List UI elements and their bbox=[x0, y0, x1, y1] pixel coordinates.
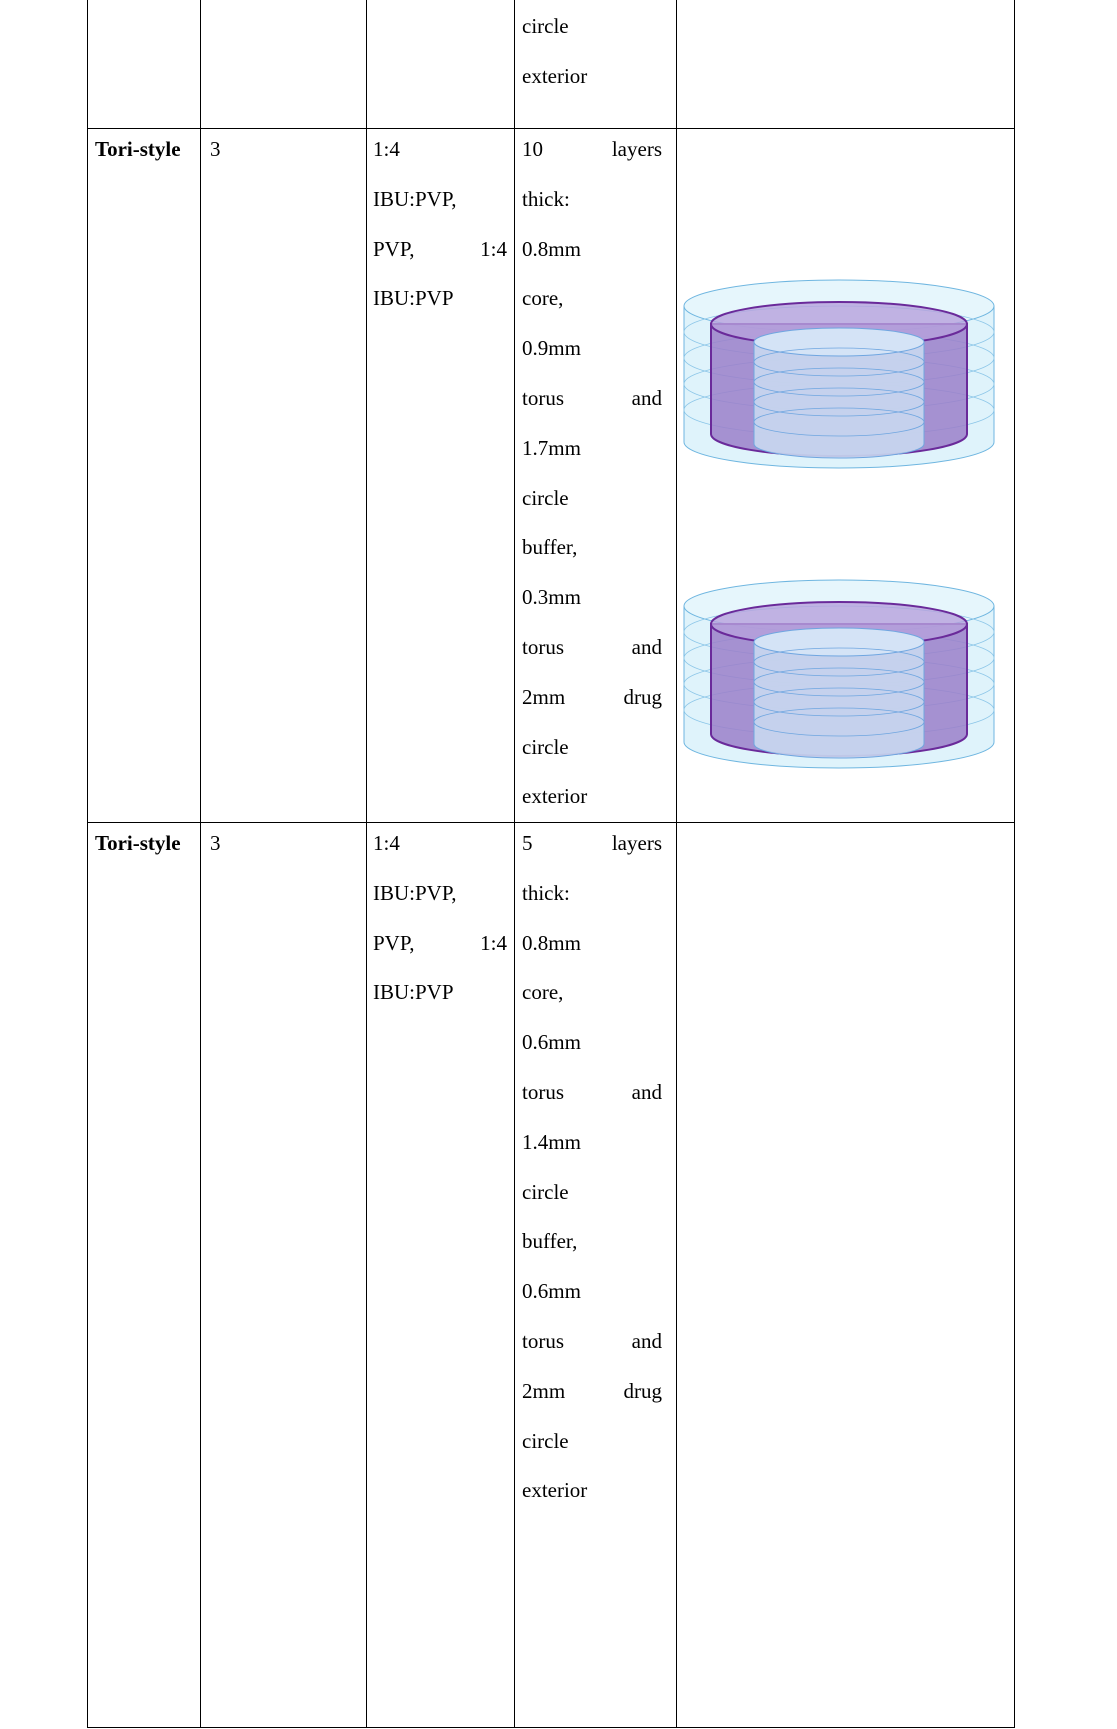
cell-line: IBU:PVP, bbox=[373, 186, 457, 211]
cell-line: 5 layers bbox=[522, 831, 662, 855]
cell-line: torus and bbox=[522, 1328, 662, 1353]
table-cell: 1:4 IBU:PVP, PVP, 1:4 IBU:PVP bbox=[373, 819, 507, 1018]
table-cell: Tori-style bbox=[95, 831, 181, 855]
cell-line: exterior bbox=[522, 784, 588, 809]
cell-line: circle bbox=[522, 734, 569, 759]
cell-line: 0.9mm bbox=[522, 336, 581, 361]
cell-line: thick: bbox=[522, 880, 570, 905]
cell-line: torus and bbox=[522, 385, 662, 410]
cell-line: circle bbox=[522, 1428, 569, 1453]
cell-line: buffer, bbox=[522, 1229, 578, 1254]
cell-line: 0.8mm bbox=[522, 236, 581, 261]
cell-line: buffer, bbox=[522, 535, 578, 560]
table-border bbox=[87, 1727, 1015, 1728]
table-cell: Tori-style bbox=[95, 137, 181, 161]
cell-line: 10 layers bbox=[522, 137, 662, 161]
table-cell: 10 layers thick: 0.8mm core, 0.9mm torus and 1… bbox=[522, 125, 662, 822]
cell-line: 2mm drug bbox=[522, 684, 662, 709]
cell-line: 1:4 bbox=[373, 831, 400, 855]
cell-line: 0.6mm bbox=[522, 1030, 581, 1055]
cell-line: 1.4mm bbox=[522, 1129, 581, 1154]
cell-line: core, bbox=[522, 980, 564, 1005]
cell-line: 0.8mm bbox=[522, 930, 581, 955]
cell-line: 1:4 bbox=[373, 137, 400, 161]
tablet-diagram bbox=[677, 266, 1001, 482]
cell-line: exterior bbox=[522, 63, 588, 88]
cell-line: 2mm drug bbox=[522, 1378, 662, 1403]
cell-line: core, bbox=[522, 286, 564, 311]
table-border bbox=[87, 128, 1015, 129]
table-cell: 3 bbox=[210, 137, 221, 161]
cell-line: PVP, 1:4 bbox=[373, 236, 507, 261]
table-border bbox=[1014, 0, 1015, 1728]
cell-line: PVP, 1:4 bbox=[373, 930, 507, 955]
table-border bbox=[87, 0, 88, 1728]
cell-line: IBU:PVP, bbox=[373, 880, 457, 905]
cell-line: circle bbox=[522, 14, 569, 38]
cell-line: IBU:PVP bbox=[373, 286, 454, 311]
table-cell: 3 bbox=[210, 831, 221, 855]
table-border bbox=[514, 0, 515, 1728]
cell-line: 0.3mm bbox=[522, 585, 581, 610]
cell-line: 1.7mm bbox=[522, 435, 581, 460]
table-cell: circle exterior bbox=[522, 2, 662, 102]
cell-line: 0.6mm bbox=[522, 1279, 581, 1304]
cell-line: thick: bbox=[522, 186, 570, 211]
cell-line: circle bbox=[522, 485, 569, 510]
cell-line: circle bbox=[522, 1179, 569, 1204]
table-border bbox=[200, 0, 201, 1728]
cell-line: IBU:PVP bbox=[373, 980, 454, 1005]
table-cell: 5 layers thick: 0.8mm core, 0.6mm torus and 1.… bbox=[522, 819, 662, 1516]
tablet-diagram bbox=[677, 566, 1001, 782]
table-border bbox=[676, 0, 677, 1728]
cell-line: torus and bbox=[522, 634, 662, 659]
cell-line: torus and bbox=[522, 1079, 662, 1104]
table-border bbox=[87, 822, 1015, 823]
table-border bbox=[366, 0, 367, 1728]
table-cell: 1:4 IBU:PVP, PVP, 1:4 IBU:PVP bbox=[373, 125, 507, 324]
cell-line: exterior bbox=[522, 1478, 588, 1503]
